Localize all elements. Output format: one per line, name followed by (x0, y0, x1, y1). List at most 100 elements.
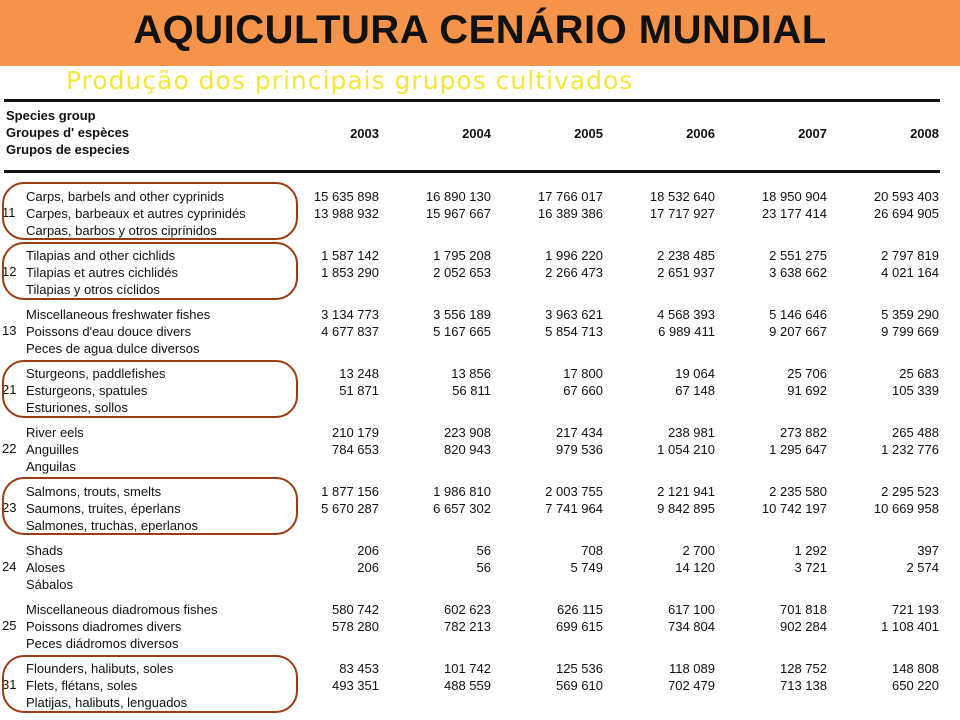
group-name: Peces diádromos diversos (26, 636, 179, 651)
table-cell: 56 811 (452, 383, 491, 398)
species-group-row: 23 Salmons, trouts, smelts Saumons, truite… (0, 483, 960, 537)
table-cell: 1 108 401 (881, 619, 939, 634)
table-cell: 5 146 646 (769, 307, 827, 322)
species-group-row: 11 Carps, barbels and other cyprinids Carp… (0, 188, 960, 242)
group-name: Carpes, barbeaux et autres cyprinidés (26, 206, 246, 221)
table-cell: 5 167 665 (433, 324, 491, 339)
table-cell: 2 700 (682, 543, 715, 558)
species-group-row: 13 Miscellaneous freshwater fishes Poisson… (0, 306, 960, 360)
table-cell: 1 292 (794, 543, 827, 558)
table-cell: 602 623 (444, 602, 491, 617)
table-cell: 206 (357, 543, 379, 558)
group-name: Anguilas (26, 459, 76, 474)
group-name: Anguilles (26, 442, 79, 457)
group-name: Salmons, trouts, smelts (26, 484, 162, 499)
table-cell: 6 989 411 (658, 324, 715, 339)
table-cell: 101 742 (444, 661, 491, 676)
table-cell: 5 670 287 (321, 501, 379, 516)
table-cell: 14 120 (675, 560, 715, 575)
group-name: Miscellaneous diadromous fishes (26, 602, 218, 617)
table-cell: 2 235 580 (769, 484, 827, 499)
table-cell: 16 389 386 (537, 206, 603, 221)
table-cell: 91 692 (787, 383, 827, 398)
table-cell: 1 295 647 (769, 442, 827, 457)
table-cell: 2 266 473 (545, 265, 603, 280)
table-cell: 67 148 (675, 383, 715, 398)
table-cell: 67 660 (563, 383, 603, 398)
group-name: Carpas, barbos y otros ciprínidos (26, 223, 217, 238)
group-code: 11 (2, 205, 16, 220)
table-cell: 721 193 (892, 602, 939, 617)
table-cell: 5 749 (570, 560, 603, 575)
table-cell: 15 635 898 (313, 189, 379, 204)
table-cell: 617 100 (668, 602, 715, 617)
table-cell: 3 134 773 (321, 307, 379, 322)
table-cell: 1 795 208 (433, 248, 491, 263)
table-cell: 13 248 (339, 366, 379, 381)
group-name: Esturiones, sollos (26, 400, 128, 415)
table-cell: 223 908 (444, 425, 491, 440)
group-name: Sturgeons, paddlefishes (26, 366, 166, 381)
table-cell: 105 339 (892, 383, 939, 398)
highlight-outline-group-21 (2, 360, 298, 418)
species-group-row: 12 Tilapias and other cichlids Tilapias et… (0, 247, 960, 301)
table-cell: 1 877 156 (321, 484, 379, 499)
table-cell: 51 871 (339, 383, 379, 398)
year-header: 2005 (574, 126, 603, 141)
table-cell: 1 996 220 (545, 248, 603, 263)
table-cell: 23 177 414 (761, 206, 827, 221)
table-cell: 580 742 (332, 602, 379, 617)
species-group-row: 21 Sturgeons, paddlefishes Esturgeons, spa… (0, 365, 960, 419)
table-cell: 5 359 290 (881, 307, 939, 322)
table-cell: 118 089 (668, 661, 715, 676)
table-cell: 2 121 941 (657, 484, 715, 499)
header-label-en: Species group (6, 108, 96, 123)
table-cell: 7 741 964 (545, 501, 603, 516)
group-name: Platijas, halibuts, lenguados (26, 695, 188, 710)
table-cell: 9 842 895 (657, 501, 715, 516)
species-group-row: 31 Flounders, halibuts, soles Flets, fléta… (0, 660, 960, 714)
table-cell: 16 890 130 (425, 189, 491, 204)
table-cell: 265 488 (892, 425, 939, 440)
year-header: 2006 (686, 126, 715, 141)
group-name: Flounders, halibuts, soles (26, 661, 174, 676)
table-cell: 9 207 667 (769, 324, 827, 339)
table-cell: 3 556 189 (433, 307, 491, 322)
table-cell: 17 800 (563, 366, 603, 381)
table-cell: 2 574 (906, 560, 939, 575)
group-name: Tilapias et autres cichlidés (26, 265, 178, 280)
table-cell: 1 587 142 (321, 248, 379, 263)
table-cell: 979 536 (556, 442, 603, 457)
table-cell: 20 593 403 (873, 189, 939, 204)
table-cell: 5 854 713 (545, 324, 603, 339)
table-cell: 2 003 755 (545, 484, 603, 499)
table-cell: 18 532 640 (649, 189, 715, 204)
table-cell: 650 220 (892, 678, 939, 693)
table-cell: 2 052 653 (433, 265, 491, 280)
group-code: 23 (2, 500, 17, 515)
table-cell: 217 434 (556, 425, 603, 440)
table-cell: 206 (357, 560, 379, 575)
group-name: Poissons diadromes divers (26, 619, 182, 634)
table-cell: 1 232 776 (881, 442, 939, 457)
table-cell: 15 967 667 (425, 206, 491, 221)
table-cell: 25 706 (787, 366, 827, 381)
group-code: 25 (2, 618, 17, 633)
table-cell: 397 (917, 543, 939, 558)
table-cell: 1 853 290 (321, 265, 379, 280)
table-cell: 238 981 (668, 425, 715, 440)
table-cell: 9 799 669 (881, 324, 939, 339)
group-code: 12 (2, 264, 17, 279)
table-cell: 3 638 662 (769, 265, 827, 280)
table-cell: 3 963 621 (545, 307, 603, 322)
table-cell: 784 653 (332, 442, 379, 457)
group-code: 31 (2, 677, 17, 692)
highlight-outline-group-31 (2, 655, 298, 713)
group-name: Shads (26, 543, 63, 558)
page-subtitle: Produção dos principais grupos cultivado… (66, 66, 634, 95)
group-code: 22 (2, 441, 17, 456)
table-cell: 18 950 904 (761, 189, 827, 204)
group-code: 21 (2, 382, 17, 397)
table-cell: 26 694 905 (873, 206, 939, 221)
group-name: Esturgeons, spatules (26, 383, 148, 398)
